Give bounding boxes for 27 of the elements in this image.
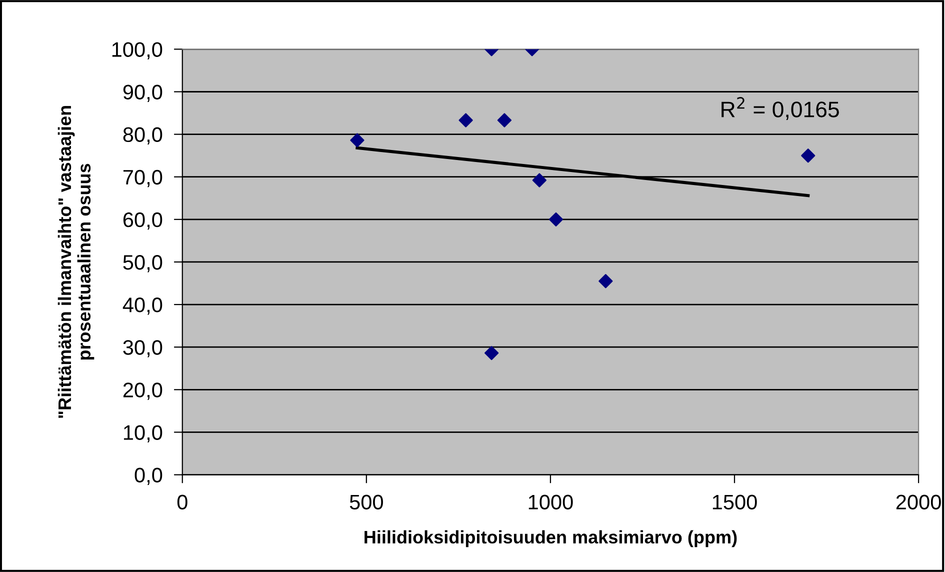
x-tick-label: 500 [350,494,383,510]
y-tick-label: 30,0 [123,340,162,358]
y-tick-label: 80,0 [123,127,162,145]
y-tick-label: 20,0 [123,382,162,400]
y-tick-label: 70,0 [123,170,162,188]
y-tick-label: 90,0 [123,84,162,102]
annotation: R$^{2}$ = 0,0165 [722,97,839,120]
point [532,173,546,188]
x-tick-label: 0 [177,494,188,510]
point [458,113,473,128]
point [497,113,512,128]
y-axis-title: "Riittämätön ilmanvaihto" vastaajien prosentuaalinen osuus [58,106,94,418]
y-tick-label: 0,0 [134,468,162,485]
x-tick-label: 1000 [528,494,573,510]
y-tick-label: 60,0 [123,212,162,230]
point [548,212,564,226]
point [484,346,499,360]
point [350,133,364,148]
y-tick-label: 100,0 [112,42,162,60]
point [801,148,816,163]
point [598,274,613,288]
y-tick-label: 50,0 [123,254,162,272]
x-tick-label: 2000 [896,494,941,510]
x-tick-label: 1500 [712,494,757,510]
y-tick-label: 40,0 [122,298,162,315]
x-axis-title: Hiilidioksidipitoisuuden maksimiarvo (ppm) [364,530,737,548]
y-tick-label: 10,0 [124,425,162,442]
